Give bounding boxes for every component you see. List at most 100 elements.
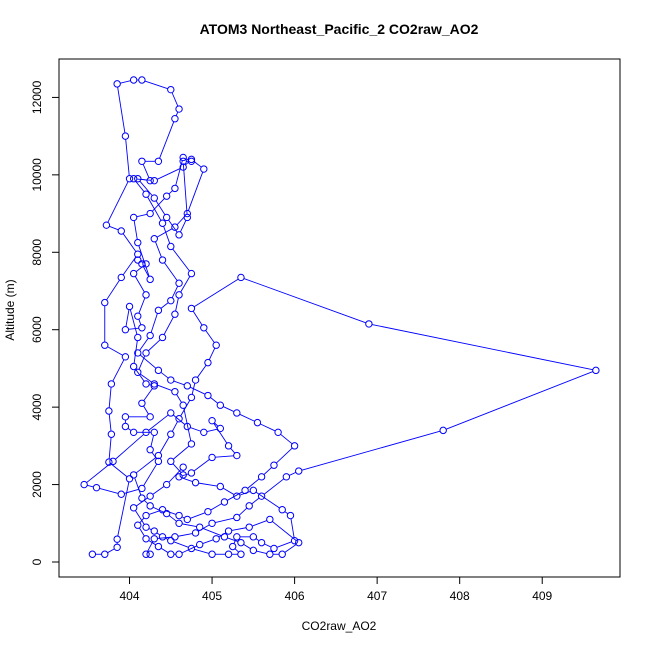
- series-0-point-113: [187, 269, 196, 278]
- series-0-segment-142: [227, 491, 243, 501]
- series-0-segment-92: [194, 548, 210, 554]
- series-0-segment-140: [263, 467, 272, 475]
- series-0-point-118: [150, 176, 158, 185]
- series-0-point-36: [162, 192, 171, 200]
- series-0-point-41: [138, 260, 146, 268]
- series-0-point-160: [278, 550, 286, 558]
- series-0-point-178: [200, 324, 208, 332]
- series-0-segment-112: [180, 276, 191, 293]
- chart-title: ATOM3 Northeast_Pacific_2 CO2raw_AO2: [200, 21, 479, 37]
- series-0-segment-137: [260, 423, 276, 432]
- series-0-point-165: [195, 523, 204, 531]
- series-0-segment-79: [222, 487, 235, 495]
- series-0-point-42: [134, 256, 142, 264]
- series-0-segment-185: [263, 478, 285, 495]
- series-0-segment-35: [168, 190, 173, 195]
- series-0-segment-18: [120, 80, 131, 84]
- series-0-point-143: [220, 498, 229, 506]
- series-0-point-130: [134, 349, 142, 357]
- series-0-point-44: [129, 269, 138, 278]
- series-0-segment-38: [133, 220, 138, 240]
- series-0-segment-102: [172, 463, 182, 473]
- series-0-point-163: [237, 538, 245, 547]
- series-0-segment-61: [143, 463, 158, 486]
- series-0-segment-25: [142, 164, 150, 178]
- series-0-point-180: [237, 273, 245, 282]
- series-0-point-64: [92, 483, 101, 492]
- plot-frame: [58, 58, 621, 578]
- series-0-segment-50: [133, 340, 138, 364]
- series-0-segment-76: [181, 473, 189, 477]
- series-0-segment-151: [160, 547, 169, 553]
- series-0-segment-187: [238, 507, 248, 516]
- series-0-point-26: [146, 176, 154, 185]
- series-0-segment-129: [139, 337, 149, 351]
- series-0-segment-123: [156, 228, 173, 238]
- series-0-point-147: [158, 506, 167, 514]
- series-0-point-48: [121, 326, 130, 334]
- series-0-segment-4: [111, 463, 128, 478]
- series-0-point-62: [138, 484, 146, 493]
- series-0-point-11: [101, 298, 109, 307]
- series-0-point-193: [142, 550, 150, 558]
- series-0-segment-130: [139, 354, 157, 369]
- series-0-point-90: [237, 550, 245, 558]
- series-0-segment-146: [165, 510, 177, 515]
- series-0-point-75: [208, 453, 216, 462]
- series-0-segment-78: [198, 482, 218, 487]
- series-0-point-176: [204, 358, 212, 367]
- series-0-segment-71: [214, 422, 219, 427]
- series-0-segment-139: [275, 447, 293, 464]
- series-0-point-177: [212, 341, 220, 349]
- series-0-segment-120: [193, 160, 202, 168]
- series-0-point-32: [179, 157, 187, 166]
- series-0-point-167: [162, 509, 171, 518]
- series-0-point-121: [200, 165, 208, 173]
- series-0-point-68: [167, 409, 175, 417]
- series-0-point-28: [150, 194, 158, 202]
- x-tick-label-3: 407: [367, 589, 387, 603]
- series-0-point-61: [154, 457, 163, 466]
- series-0-point-14: [117, 227, 125, 235]
- series-0-segment-165: [182, 523, 197, 528]
- series-0-point-135: [216, 401, 225, 409]
- series-0-segment-118: [156, 168, 181, 180]
- y-tick-label-4: 8000: [30, 239, 44, 266]
- series-0-segment-17: [117, 86, 126, 134]
- series-0-point-20: [138, 76, 146, 84]
- series-0-point-24: [154, 157, 163, 166]
- series-0-point-119: [179, 163, 187, 171]
- x-tick-label-0: 404: [120, 589, 140, 603]
- series-0-segment-166: [168, 515, 177, 522]
- series-0-point-15: [102, 221, 111, 229]
- series-0-point-99: [146, 492, 154, 500]
- series-0-segment-154: [202, 539, 214, 544]
- series-0-point-144: [204, 507, 212, 516]
- series-0-point-91: [224, 550, 233, 558]
- series-0-point-55: [146, 413, 154, 421]
- series-0-point-51: [129, 362, 138, 371]
- series-0-segment-190: [177, 533, 193, 537]
- series-0-point-124: [150, 235, 158, 243]
- series-0-point-8: [107, 380, 116, 388]
- series-0-point-2: [113, 543, 121, 551]
- series-0-point-82: [278, 506, 286, 514]
- series-0-point-125: [158, 256, 167, 264]
- y-axis-label: Altitude (m): [3, 279, 17, 340]
- series-0-segment-168: [143, 499, 149, 505]
- series-0-segment-125: [164, 262, 178, 281]
- series-0-point-115: [158, 219, 167, 227]
- series-0-point-63: [117, 490, 125, 498]
- series-0-segment-74: [215, 455, 234, 458]
- series-0-segment-109: [148, 339, 161, 352]
- series-0-segment-49: [129, 309, 138, 335]
- series-0-segment-40: [143, 266, 150, 277]
- series-0-segment-12: [122, 256, 137, 276]
- series-0-segment-93: [173, 541, 189, 548]
- series-0-point-123: [171, 223, 179, 231]
- series-0-segment-62: [124, 488, 139, 494]
- x-tick-label-4: 408: [450, 589, 470, 603]
- series-0-segment-107: [140, 373, 152, 383]
- series-0-point-105: [179, 401, 187, 409]
